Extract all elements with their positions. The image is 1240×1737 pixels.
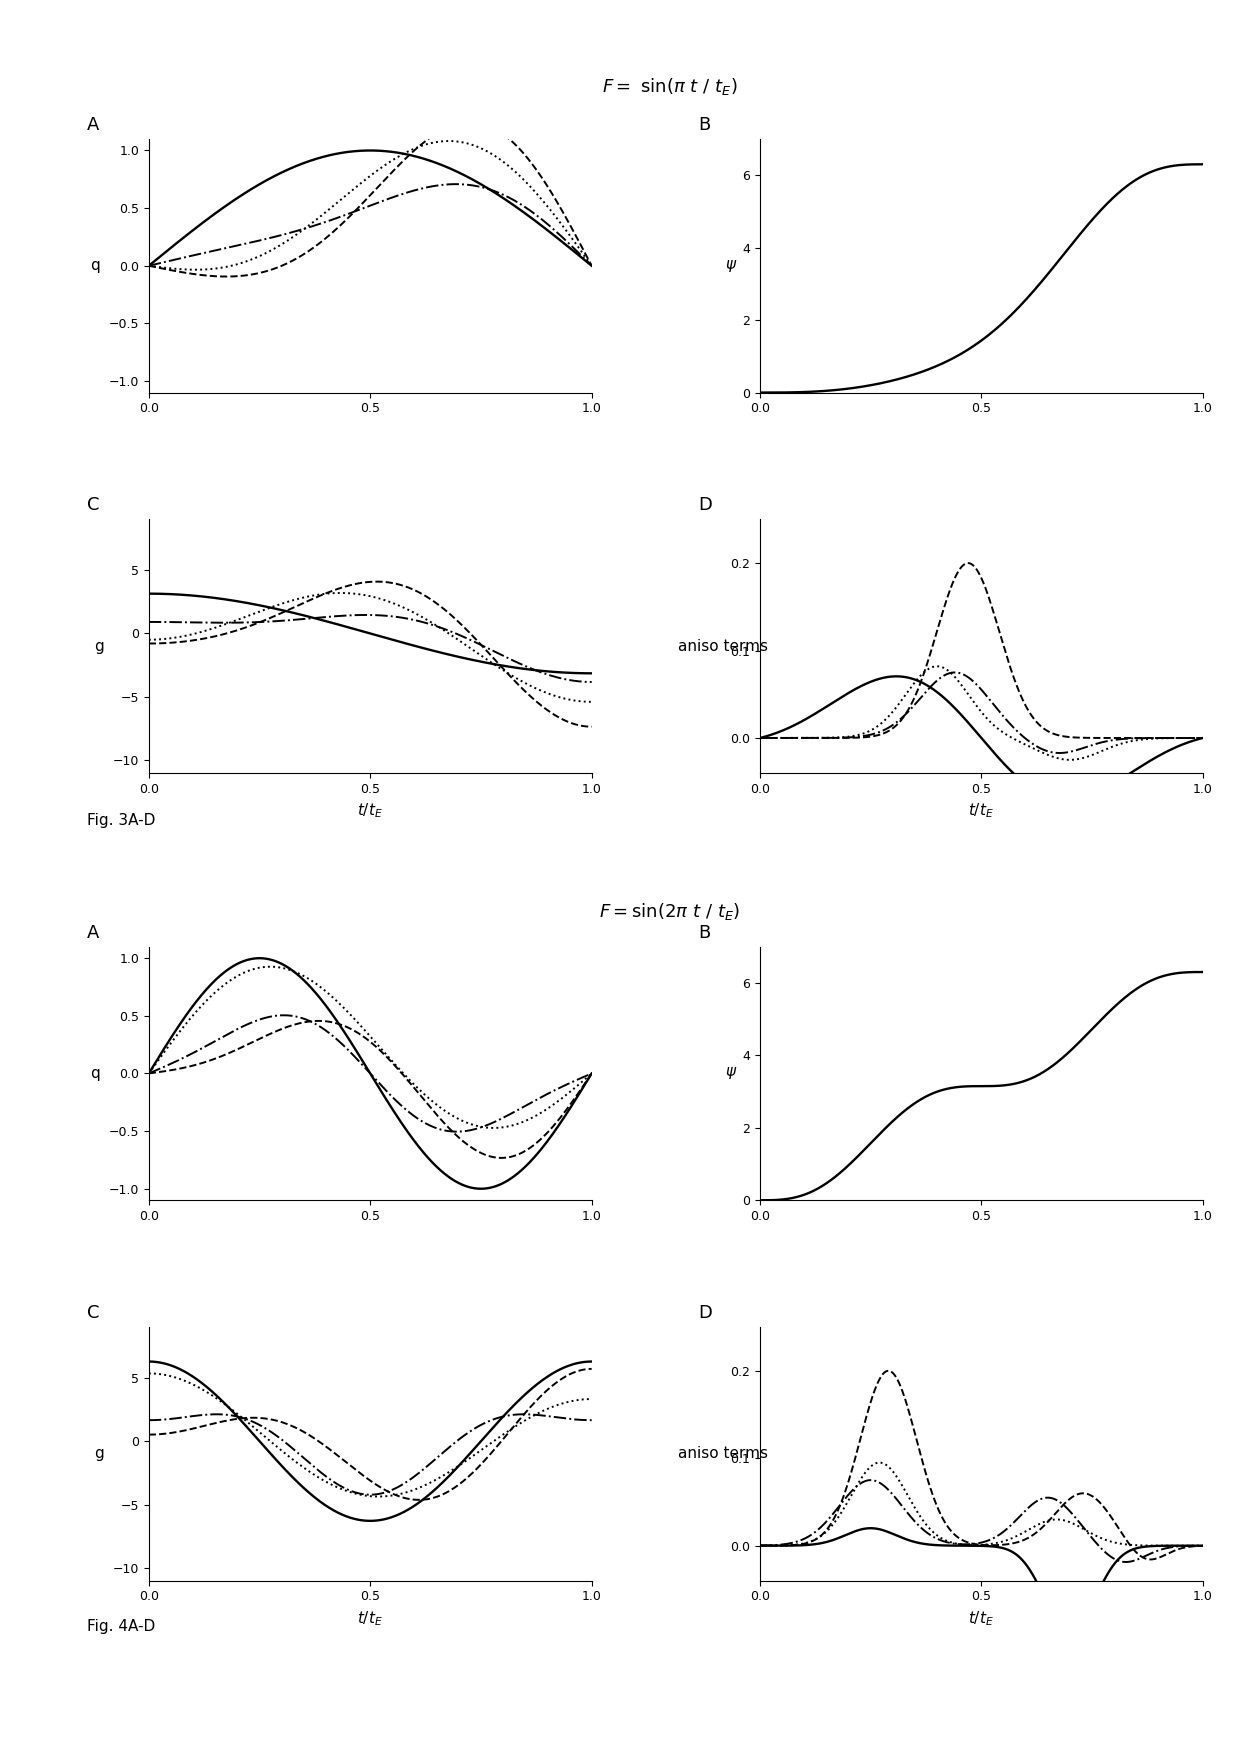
Text: Fig. 4A-D: Fig. 4A-D: [87, 1619, 155, 1635]
Text: $F = \sin(2\pi \ t \ / \ t_E)$: $F = \sin(2\pi \ t \ / \ t_E)$: [599, 902, 740, 922]
Y-axis label: g: g: [94, 639, 104, 653]
Y-axis label: aniso terms: aniso terms: [678, 639, 769, 653]
Y-axis label: g: g: [94, 1447, 104, 1461]
Y-axis label: q: q: [89, 1067, 99, 1080]
Text: B: B: [698, 116, 711, 134]
Text: A: A: [87, 924, 99, 941]
Text: Fig. 3A-D: Fig. 3A-D: [87, 813, 155, 829]
X-axis label: $t/t_E$: $t/t_E$: [357, 1608, 383, 1628]
Text: C: C: [87, 1304, 99, 1322]
Text: B: B: [698, 924, 711, 941]
Y-axis label: aniso terms: aniso terms: [678, 1447, 769, 1461]
Y-axis label: q: q: [89, 259, 99, 273]
Y-axis label: $\psi$: $\psi$: [725, 1065, 738, 1082]
X-axis label: $t/t_E$: $t/t_E$: [968, 801, 994, 820]
Y-axis label: $\psi$: $\psi$: [725, 257, 738, 274]
Text: C: C: [87, 497, 99, 514]
X-axis label: $t/t_E$: $t/t_E$: [357, 801, 383, 820]
Text: $F = \ \sin(\pi \ t \ / \ t_E)$: $F = \ \sin(\pi \ t \ / \ t_E)$: [601, 76, 738, 97]
X-axis label: $t/t_E$: $t/t_E$: [968, 1608, 994, 1628]
Text: D: D: [698, 497, 712, 514]
Text: D: D: [698, 1304, 712, 1322]
Text: A: A: [87, 116, 99, 134]
